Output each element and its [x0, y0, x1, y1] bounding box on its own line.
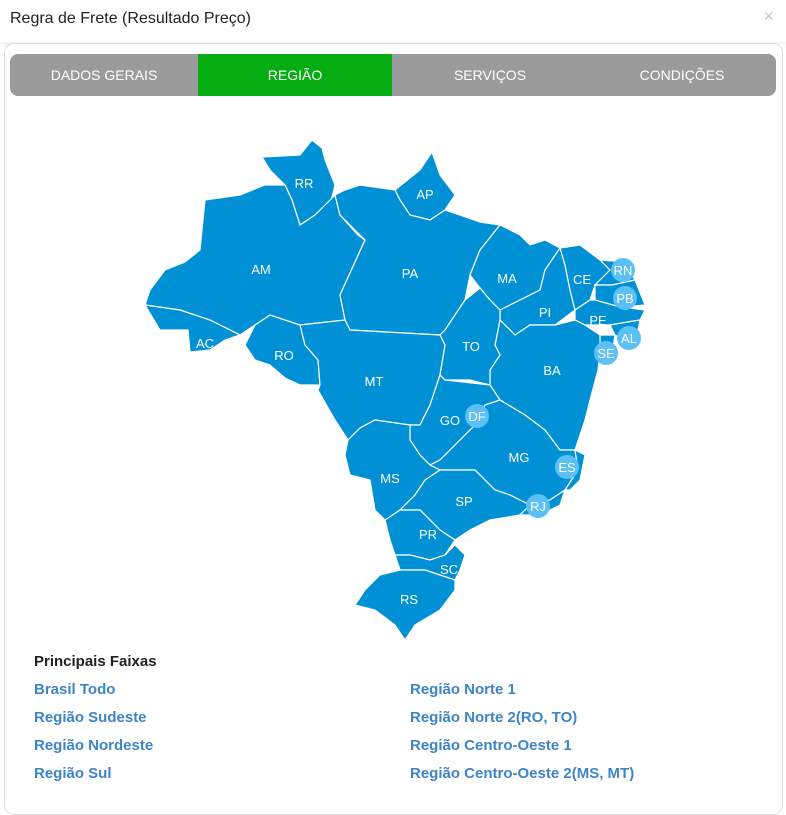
state-shape[interactable] [559, 244, 611, 311]
state-label-pr: PR [419, 527, 437, 542]
faixa-link[interactable]: Região Norte 1 [410, 681, 516, 698]
state-shape[interactable] [143, 304, 242, 353]
tab-bar: DADOS GERAIS REGIÃO SERVIÇOS CONDIÇÕES [10, 54, 776, 96]
state-label-mg: MG [509, 450, 530, 465]
tab-regiao[interactable]: REGIÃO [198, 54, 392, 96]
faixa-link[interactable]: Região Norte 2(RO, TO) [410, 709, 578, 726]
state-marker-rn[interactable] [611, 258, 635, 282]
tab-condicoes[interactable]: CONDIÇÕES [639, 67, 725, 83]
state-label-al: AL [621, 331, 637, 346]
faixa-link[interactable]: Região Centro-Oeste 2(MS, MT) [410, 765, 635, 782]
state-label-ms: MS [380, 471, 400, 486]
faixa-link[interactable]: Brasil Todo [34, 681, 116, 698]
state-shape[interactable] [244, 314, 321, 386]
state-marker-pb[interactable] [613, 286, 637, 310]
state-marker-es[interactable] [555, 455, 579, 479]
state-label-am: AM [251, 262, 271, 277]
state-label-se: SE [597, 346, 615, 361]
brazil-map: RR AP AM AC RO PA MT MA PI CE RN PB PE AL SE BA TO GO DF MG… [143, 139, 646, 642]
state-label-mt: MT [365, 374, 384, 389]
state-ac[interactable] [143, 304, 242, 353]
state-label-ce: CE [573, 272, 591, 287]
state-shape[interactable] [354, 569, 456, 642]
state-label-ba: BA [543, 363, 561, 378]
state-marker-df[interactable] [465, 404, 489, 428]
state-label-ac: AC [196, 336, 214, 351]
state-label-pa: PA [402, 266, 419, 281]
state-shape[interactable] [439, 287, 501, 386]
state-label-pb: PB [616, 291, 633, 306]
faixa-link[interactable]: Região Nordeste [34, 737, 154, 754]
faixa-link[interactable]: Região Centro-Oeste 1 [410, 737, 572, 754]
state-ro[interactable] [244, 314, 321, 386]
state-to[interactable] [439, 287, 501, 386]
state-label-ro: RO [274, 348, 294, 363]
state-ce[interactable] [559, 244, 611, 311]
state-label-sc: SC [440, 562, 458, 577]
state-marker-rj[interactable] [526, 494, 550, 518]
state-rs[interactable] [354, 569, 456, 642]
faixa-link[interactable]: Região Sudeste [34, 709, 147, 726]
state-label-rn: RN [614, 263, 633, 278]
state-label-es: ES [558, 460, 576, 475]
close-icon[interactable]: × [763, 6, 774, 26]
state-label-ma: MA [497, 271, 517, 286]
state-label-pi: PI [539, 305, 551, 320]
dialog-header: Regra de Frete (Resultado Preço) × [0, 0, 786, 42]
state-label-to: TO [462, 339, 480, 354]
state-label-pe: PE [589, 313, 607, 328]
state-label-rj: RJ [530, 499, 546, 514]
state-label-ap: AP [416, 187, 433, 202]
tab-servicos[interactable]: SERVIÇOS [453, 67, 527, 83]
state-label-rr: RR [295, 176, 314, 191]
tab-dados-gerais[interactable]: DADOS GERAIS [50, 67, 158, 83]
faixa-link[interactable]: Região Sul [34, 765, 112, 782]
faixas-heading: Principais Faixas [34, 653, 157, 670]
state-label-sp: SP [455, 494, 472, 509]
dialog-title: Regra de Frete (Resultado Preço) [10, 10, 251, 27]
state-marker-al[interactable] [617, 326, 641, 350]
state-label-go: GO [440, 413, 460, 428]
state-label-rs: RS [400, 592, 418, 607]
state-marker-se[interactable] [594, 341, 618, 365]
state-label-df: DF [468, 409, 485, 424]
